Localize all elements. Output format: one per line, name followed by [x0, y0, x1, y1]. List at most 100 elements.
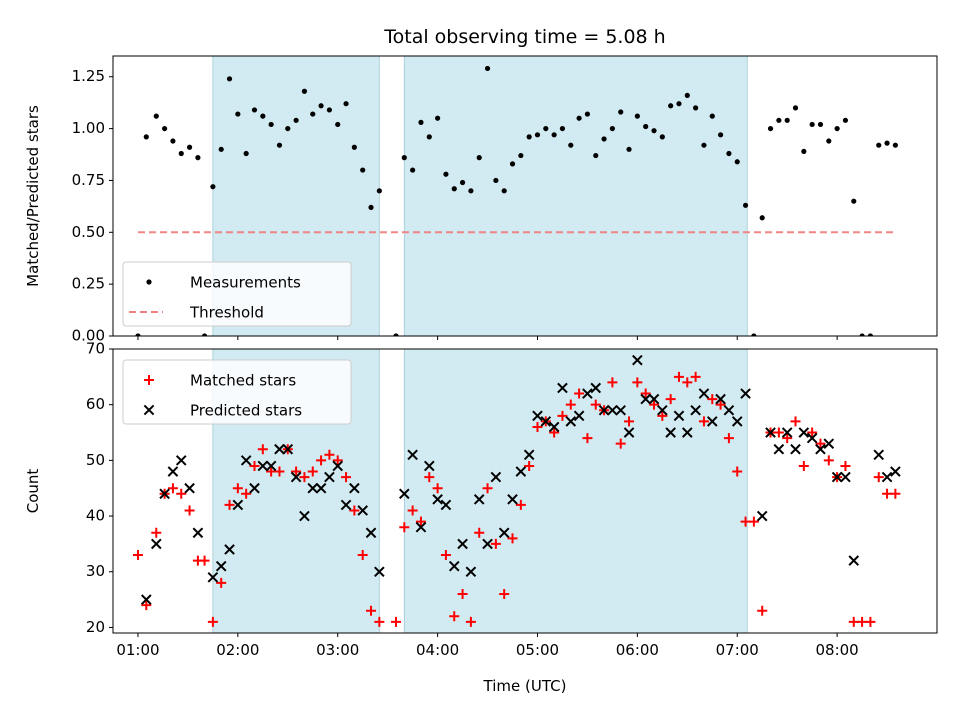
matched-star-point — [507, 533, 518, 544]
predicted-star-point — [523, 449, 535, 461]
predicted-star-point — [324, 471, 335, 483]
measurement-point — [593, 152, 599, 159]
matched-star-point — [524, 460, 535, 471]
measurement-point — [543, 125, 549, 132]
predicted-star-point — [565, 416, 577, 427]
predicted-star-point — [465, 566, 477, 578]
legend-box — [122, 261, 352, 327]
measurement-point — [609, 125, 615, 132]
measurement-point — [892, 142, 898, 148]
y-tick-label: 0.00 — [72, 327, 105, 345]
top-panel: 0.00 0.25 0.50 0.75 1.00 1.25 Matched/Predicte… — [24, 26, 938, 345]
measurement-point — [568, 142, 574, 148]
measurement-point — [876, 142, 882, 148]
measurement-point — [135, 333, 141, 336]
matched-star-point — [665, 394, 676, 405]
predicted-star-point — [715, 393, 726, 405]
measurement-point — [426, 134, 432, 140]
matched-star-point — [141, 600, 152, 611]
measurement-point — [601, 136, 607, 142]
predicted-star-point — [140, 594, 152, 605]
measurement-point — [809, 121, 815, 128]
matched-star-point — [241, 488, 252, 499]
matched-star-point — [465, 616, 476, 627]
measurement-point — [326, 107, 333, 113]
measurement-point — [410, 167, 416, 173]
predicted-star-point — [507, 494, 518, 505]
matched-star-point — [224, 499, 235, 510]
matched-star-point — [184, 505, 195, 516]
measurement-point — [162, 125, 168, 132]
legend-box — [122, 359, 352, 425]
matched-star-point — [773, 427, 784, 438]
matched-star-point — [341, 472, 352, 483]
predicted-star-point — [349, 482, 360, 494]
predicted-star-point — [773, 443, 785, 455]
legend-measurement-marker — [146, 279, 152, 285]
predicted-star-point — [681, 427, 693, 438]
predicted-star-point — [299, 510, 310, 522]
measurement-point — [717, 132, 724, 138]
predicted-star-point — [740, 388, 751, 399]
matched-star-point — [291, 466, 302, 477]
axes-frame — [112, 348, 938, 634]
matched-star-point — [449, 611, 460, 622]
matched-star-point — [167, 483, 178, 494]
matched-star-point — [748, 516, 759, 527]
x-tick-label: 05:00 — [516, 641, 559, 659]
predicted-star-point — [215, 560, 227, 572]
matched-star-point — [207, 616, 218, 627]
predicted-star-point — [240, 455, 252, 466]
matched-star-point — [249, 460, 260, 471]
measurement-point — [867, 333, 874, 336]
predicted-star-point — [790, 443, 801, 455]
legend-matched-marker — [144, 375, 154, 385]
matched-star-point — [790, 416, 801, 427]
measurement-point — [518, 152, 524, 159]
matched-star-point — [624, 416, 635, 427]
measurement-point — [210, 184, 216, 190]
measurement-point — [310, 111, 316, 117]
measurement-point — [584, 111, 591, 117]
measurement-point — [451, 186, 457, 192]
matched-star-point — [357, 550, 368, 561]
matched-star-point — [532, 421, 543, 432]
predicted-star-point — [648, 393, 660, 405]
matched-star-point — [840, 460, 851, 471]
measurement-point — [360, 167, 366, 173]
predicted-star-point — [498, 527, 510, 539]
predicted-star-point — [840, 471, 851, 483]
predicted-star-point — [515, 466, 527, 477]
matched-star-point — [299, 472, 310, 483]
measurement-point — [376, 188, 382, 194]
predicted-star-point — [274, 443, 285, 455]
matched-star-point — [151, 527, 162, 538]
measurement-point — [884, 140, 890, 146]
predicted-star-point — [598, 404, 610, 416]
predicted-star-point — [249, 482, 260, 494]
predicted-star-point — [890, 466, 901, 477]
y-tick-label: 0.75 — [72, 171, 105, 189]
legend-label: Predicted stars — [190, 402, 302, 420]
measurement-point — [143, 134, 149, 140]
measurement-point — [493, 177, 499, 184]
matched-star-point — [574, 388, 585, 399]
x-tick-label: 03:00 — [316, 641, 359, 659]
measurement-point — [709, 113, 715, 119]
matched-star-point — [698, 416, 709, 427]
x-tick-label: 02:00 — [216, 641, 259, 659]
measurement-point — [817, 121, 824, 128]
matched-star-point — [499, 589, 510, 600]
x-tick-label: 01:00 — [116, 641, 159, 659]
measurement-point — [476, 155, 482, 161]
matched-star-point — [873, 472, 884, 483]
measurement-point — [201, 333, 208, 336]
measurement-point — [851, 198, 857, 204]
matched-star-point — [332, 455, 343, 466]
x-axis-label: Time (UTC) — [483, 677, 567, 695]
predicted-star-point — [175, 455, 187, 466]
predicted-star-point — [731, 416, 743, 427]
measurement-point — [170, 138, 176, 144]
predicted-star-point — [257, 460, 269, 472]
predicted-star-point — [582, 388, 593, 399]
